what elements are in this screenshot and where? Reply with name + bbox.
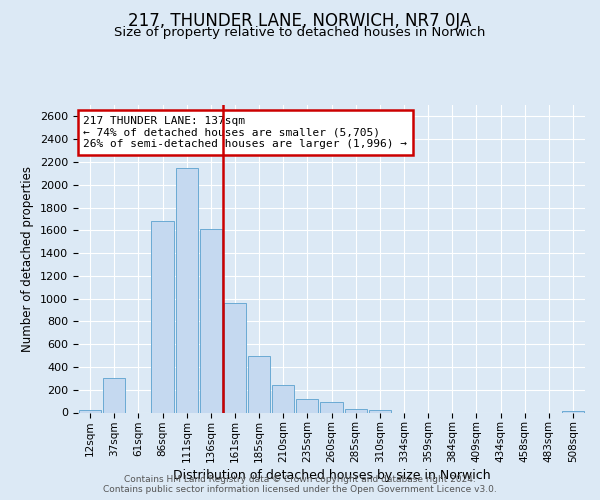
Bar: [79, 410, 101, 412]
Bar: [248, 356, 270, 412]
Bar: [368, 410, 391, 412]
Bar: [200, 229, 222, 412]
Bar: [176, 168, 198, 412]
Bar: [320, 402, 343, 412]
Bar: [103, 378, 125, 412]
Bar: [224, 303, 246, 412]
Text: 217, THUNDER LANE, NORWICH, NR7 0JA: 217, THUNDER LANE, NORWICH, NR7 0JA: [128, 12, 472, 30]
Bar: [344, 408, 367, 412]
Bar: [562, 411, 584, 412]
Bar: [296, 399, 319, 412]
Text: Size of property relative to detached houses in Norwich: Size of property relative to detached ho…: [115, 26, 485, 39]
X-axis label: Distribution of detached houses by size in Norwich: Distribution of detached houses by size …: [173, 469, 490, 482]
Bar: [272, 384, 295, 412]
Y-axis label: Number of detached properties: Number of detached properties: [22, 166, 34, 352]
Text: 217 THUNDER LANE: 137sqm
← 74% of detached houses are smaller (5,705)
26% of sem: 217 THUNDER LANE: 137sqm ← 74% of detach…: [83, 116, 407, 149]
Text: Contains HM Land Registry data © Crown copyright and database right 2024.
Contai: Contains HM Land Registry data © Crown c…: [103, 474, 497, 494]
Bar: [151, 221, 173, 412]
